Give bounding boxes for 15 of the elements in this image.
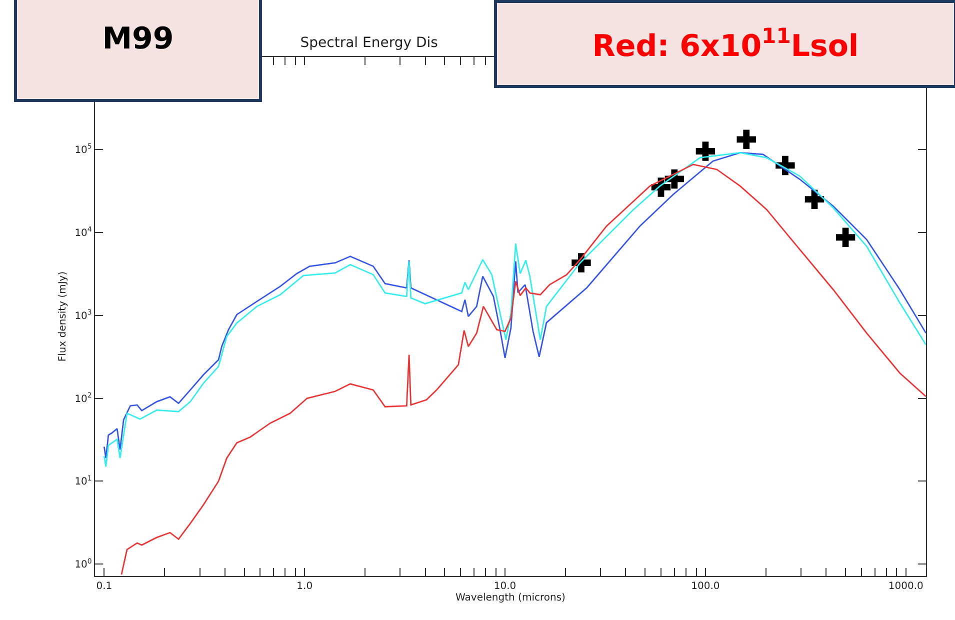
- y-tick-label: 10$^{2}$: [74, 392, 92, 405]
- y-axis-title: Flux density (mJy): [58, 271, 69, 362]
- x-tick-label: 100.0: [691, 581, 720, 592]
- y-tick-label: 10$^{1}$: [74, 474, 92, 488]
- x-tick-label: 1000.0: [888, 581, 924, 592]
- x-axis-title: Wavelength (microns): [456, 592, 566, 604]
- y-tick-label: 10$^{4}$: [74, 226, 92, 239]
- x-tick-label: 0.1: [96, 581, 112, 592]
- y-tick-label: 10$^{0}$: [74, 557, 92, 571]
- chart-title: Spectral Energy Dis: [300, 34, 438, 51]
- y-tick-label: 10$^{5}$: [74, 142, 92, 156]
- x-tick-label: 1.0: [296, 581, 313, 592]
- x-tick-label: 10.0: [494, 581, 516, 592]
- y-tick-label: 10$^{3}$: [74, 308, 92, 322]
- annotation: Red: 6x10$^{11}$Lsol: [592, 24, 859, 64]
